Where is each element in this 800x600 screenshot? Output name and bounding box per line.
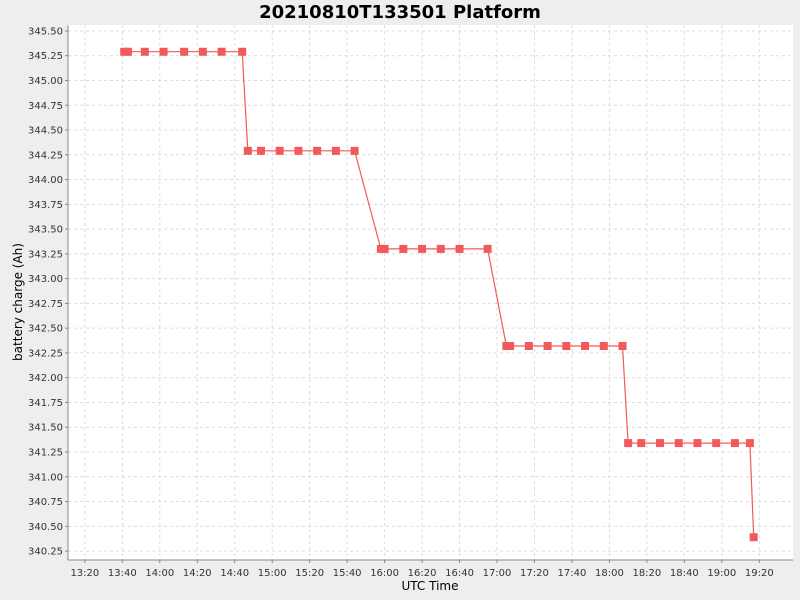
x-tick-label: 17:40 <box>558 568 587 579</box>
y-tick-label: 342.50 <box>28 324 63 335</box>
y-tick-label: 340.50 <box>28 522 63 533</box>
x-tick-label: 14:00 <box>145 568 174 579</box>
data-point-marker <box>159 47 168 56</box>
y-tick-label: 343.00 <box>28 274 63 285</box>
x-tick-label: 13:20 <box>70 568 99 579</box>
y-tick-label: 343.25 <box>28 249 63 260</box>
plot-area <box>68 25 793 560</box>
data-point-marker <box>275 146 284 155</box>
data-point-marker <box>693 439 702 448</box>
data-point-marker <box>624 439 633 448</box>
data-point-marker <box>180 47 189 56</box>
x-tick-label: 15:00 <box>258 568 287 579</box>
series-group <box>120 47 758 542</box>
data-point-marker <box>562 342 571 350</box>
data-point-marker <box>238 47 247 56</box>
x-tick-label: 14:20 <box>183 568 212 579</box>
chart-title: 20210810T133501 Platform <box>259 2 541 23</box>
x-tick-label: 18:00 <box>595 568 624 579</box>
data-point-marker <box>256 146 265 155</box>
x-tick-label: 16:20 <box>408 568 437 579</box>
y-axis-ticks: 340.25 340.50 340.75 341.00 341.25 341.50 341.… <box>28 26 68 558</box>
x-tick-label: 17:00 <box>483 568 512 579</box>
data-point-marker <box>399 244 408 253</box>
y-tick-label: 340.75 <box>28 497 63 508</box>
data-point-marker <box>380 244 389 253</box>
data-point-marker <box>455 244 464 253</box>
x-tick-label: 19:00 <box>707 568 736 579</box>
data-point-marker <box>483 244 492 253</box>
y-tick-label: 341.50 <box>28 423 63 434</box>
y-axis-label: battery charge (Ah) <box>11 243 25 361</box>
data-point-marker <box>243 146 252 155</box>
y-tick-label: 341.00 <box>28 472 63 483</box>
gridlines <box>68 25 793 560</box>
data-point-marker <box>749 533 758 542</box>
data-point-marker <box>294 146 303 155</box>
data-point-marker <box>524 342 533 350</box>
data-point-marker <box>313 146 322 155</box>
y-tick-label: 341.25 <box>28 448 63 459</box>
data-point-marker <box>599 342 608 350</box>
y-tick-label: 342.25 <box>28 348 63 359</box>
y-tick-label: 342.75 <box>28 299 63 310</box>
y-tick-label: 345.00 <box>28 76 63 87</box>
x-tick-label: 15:40 <box>333 568 362 579</box>
x-axis-label: UTC Time <box>402 579 459 593</box>
x-axis-ticks: 13:20 13:40 14:00 14:20 14:40 15:00 15:20 15:40… <box>70 560 774 579</box>
y-tick-label: 345.25 <box>28 51 63 62</box>
y-tick-label: 344.75 <box>28 101 63 112</box>
x-tick-label: 14:40 <box>220 568 249 579</box>
data-point-marker <box>506 342 515 350</box>
x-tick-label: 17:20 <box>520 568 549 579</box>
data-point-marker <box>674 439 683 448</box>
data-point-marker <box>712 439 721 448</box>
data-point-marker <box>418 244 427 253</box>
x-tick-label: 18:20 <box>632 568 661 579</box>
data-point-marker <box>217 47 226 56</box>
data-point-marker <box>745 439 754 448</box>
data-point-marker <box>331 146 340 155</box>
y-tick-label: 341.75 <box>28 398 63 409</box>
y-tick-label: 345.50 <box>28 26 63 37</box>
y-tick-label: 342.00 <box>28 373 63 384</box>
data-point-marker <box>350 146 359 155</box>
data-point-marker <box>436 244 445 253</box>
data-point-marker <box>198 47 207 56</box>
y-tick-label: 343.50 <box>28 225 63 236</box>
x-tick-label: 16:00 <box>370 568 399 579</box>
axes <box>67 25 793 561</box>
data-point-marker <box>123 47 132 56</box>
y-tick-label: 344.50 <box>28 126 63 137</box>
data-point-marker <box>140 47 149 56</box>
x-tick-label: 16:40 <box>445 568 474 579</box>
y-tick-label: 344.25 <box>28 150 63 161</box>
y-tick-label: 340.25 <box>28 547 63 558</box>
data-point-marker <box>655 439 664 448</box>
data-point-marker <box>543 342 552 350</box>
y-tick-label: 343.75 <box>28 200 63 211</box>
y-tick-label: 344.00 <box>28 175 63 186</box>
data-point-marker <box>581 342 590 350</box>
x-tick-label: 15:20 <box>295 568 324 579</box>
data-point-marker <box>637 439 646 448</box>
data-point-marker <box>618 342 627 350</box>
data-point-marker <box>730 439 739 448</box>
x-tick-label: 13:40 <box>108 568 137 579</box>
x-tick-label: 18:40 <box>670 568 699 579</box>
x-tick-label: 19:20 <box>745 568 774 579</box>
